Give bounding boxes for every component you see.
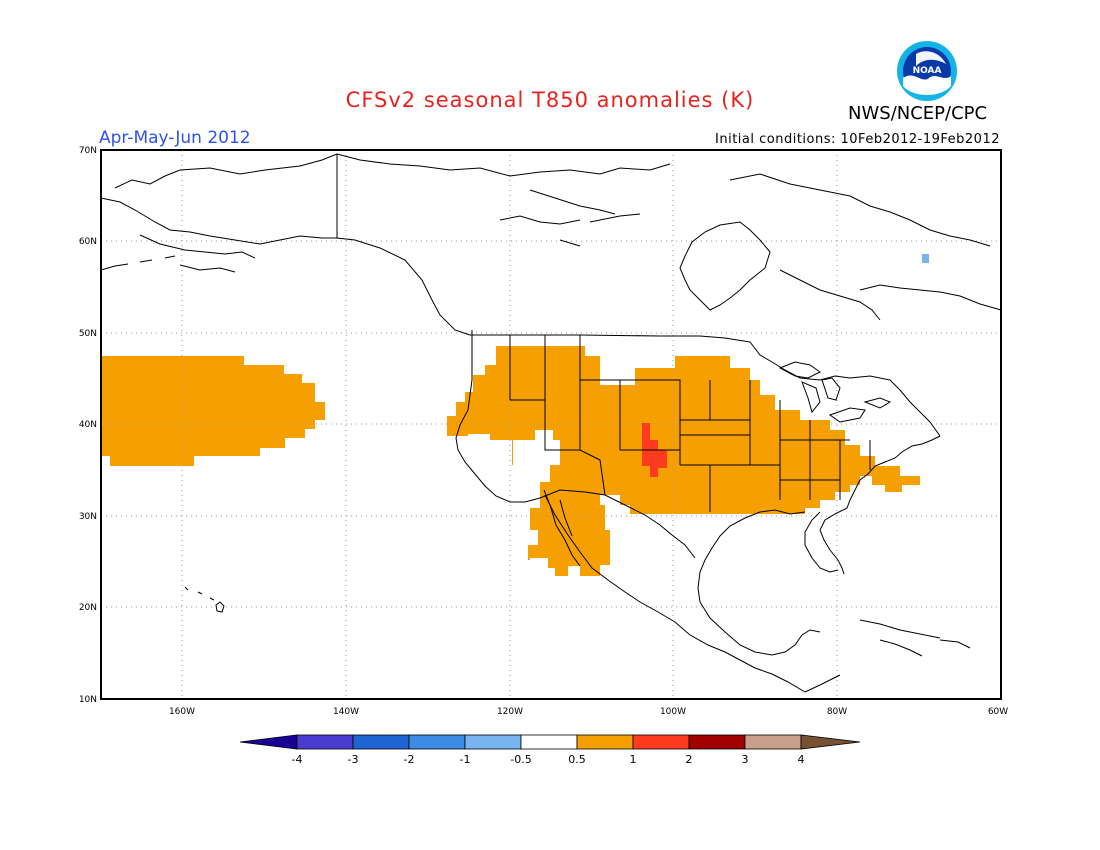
chart-title: CFSv2 seasonal T850 anomalies (K): [345, 88, 755, 112]
colorbar-swatch: [520, 734, 578, 750]
noaa-logo: NOAA: [897, 41, 957, 101]
lon-label: 60W: [988, 707, 1008, 715]
lat-label: 70N: [79, 146, 97, 156]
map-gridlines: [101, 150, 1001, 699]
initial-conditions-label: Initial conditions: 10Feb2012-19Feb2012: [715, 132, 1000, 147]
lat-label: 60N: [79, 237, 97, 247]
lat-label: 40N: [79, 420, 97, 430]
colorbar-swatch: [296, 734, 354, 750]
colorbar-label: -0.5: [510, 753, 531, 766]
colorbar-swatch: [464, 734, 522, 750]
lon-label: 100W: [660, 707, 686, 715]
longitude-labels: 160W 140W 120W 100W 80W 60W: [169, 707, 1008, 715]
colorbar-swatch: [744, 734, 802, 750]
map-frame: [100, 149, 1002, 700]
anomaly-region-north-america: [447, 346, 920, 576]
colorbar-label: 3: [742, 753, 749, 766]
lon-label: 80W: [827, 707, 847, 715]
anomaly-map: 70N 60N 50N 40N 30N 20N 10N 160W 140W 12…: [79, 146, 1008, 715]
lat-label: 50N: [79, 329, 97, 339]
anomaly-region-pacific: [101, 356, 325, 466]
colorbar-swatch: [408, 734, 466, 750]
colorbar-swatch: [632, 734, 690, 750]
period-label: Apr-May-Jun 2012: [99, 128, 251, 148]
anomaly-region-quebec: [922, 254, 929, 263]
coastlines: [100, 153, 1002, 693]
lat-label: 30N: [79, 512, 97, 522]
colorbar-label: 0.5: [568, 753, 586, 766]
colorbar-label: -4: [292, 753, 303, 766]
colorbar-label: -3: [348, 753, 359, 766]
colorbar-swatch: [576, 734, 634, 750]
colorbar-label: 1: [630, 753, 637, 766]
colorbar-swatch: [688, 734, 746, 750]
logo-text: NOAA: [913, 66, 942, 76]
lon-label: 140W: [333, 707, 359, 715]
lon-label: 160W: [169, 707, 195, 715]
lat-label: 10N: [79, 695, 97, 705]
lat-label: 20N: [79, 603, 97, 613]
colorbar-label: -1: [460, 753, 471, 766]
colorbar-swatch: [239, 734, 298, 750]
organization-label: NWS/NCEP/CPC: [848, 103, 988, 124]
colorbar-label: 4: [798, 753, 805, 766]
lon-label: 120W: [497, 707, 523, 715]
latitude-labels: 70N 60N 50N 40N 30N 20N 10N: [79, 146, 97, 705]
colorbar-legend: -4 -3 -2 -1 -0.5 0.5 1 2 3 4: [239, 734, 861, 766]
colorbar-swatch: [800, 734, 861, 750]
colorbar-label: -2: [404, 753, 415, 766]
colorbar-label: 2: [686, 753, 693, 766]
anomaly-fills: [101, 254, 929, 576]
colorbar-swatch: [352, 734, 410, 750]
